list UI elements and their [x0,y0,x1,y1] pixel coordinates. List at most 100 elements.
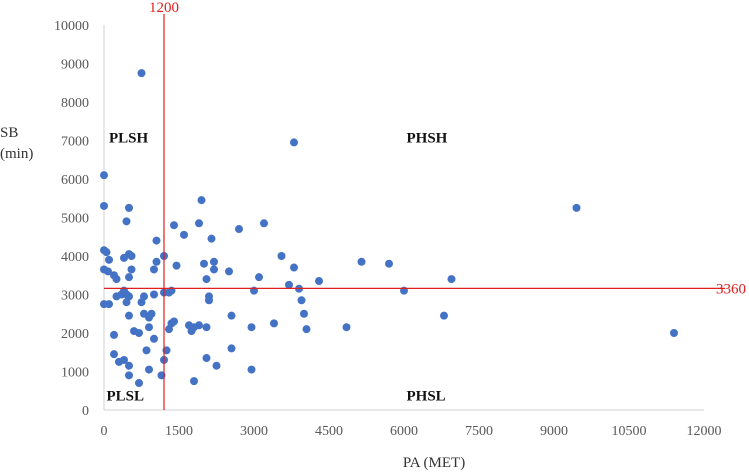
data-point [147,309,156,318]
data-point [227,311,236,320]
data-point [150,334,158,343]
data-point [235,225,243,234]
data-point [135,329,143,337]
data-point [125,203,133,212]
data-point [255,273,263,282]
x-tick-label: 3000 [240,424,268,439]
data-point [385,259,393,268]
data-point [302,325,311,334]
y-tick-label: 4000 [61,250,89,265]
y-tick-label: 0 [82,404,89,419]
data-point [110,330,118,339]
data-point [247,365,256,374]
data-point [145,365,153,374]
data-point [187,327,196,336]
data-point [152,236,161,245]
data-point [195,219,203,228]
data-point [572,203,581,212]
y-tick-label: 3000 [61,289,89,304]
data-point [342,323,351,332]
x-tick-label: 6000 [390,424,418,439]
y-tick-label: 10000 [54,19,89,34]
vertical-reference-label: 1200 [149,0,179,16]
data-point [260,219,268,228]
x-tick-label: 10500 [612,424,647,439]
data-point [202,323,211,332]
data-point [150,265,158,274]
y-tick-label: 2000 [61,327,89,342]
data-point [122,298,131,307]
data-point [440,311,448,320]
data-point [152,257,161,266]
data-point [247,323,256,332]
y-axis-title-line: (min) [0,146,33,162]
data-point [145,323,153,332]
data-point [125,273,133,282]
data-point [205,296,213,305]
data-point [225,267,233,276]
data-point [122,217,131,226]
x-axis-title: PA (MET) [403,455,465,471]
y-tick-label: 5000 [61,212,89,227]
quadrant-label: PLSL [107,388,145,404]
quadrant-label: PLSH [109,130,149,146]
data-point [180,230,188,239]
data-point [110,350,118,359]
data-point [102,248,111,257]
data-point [290,263,298,272]
data-point [197,196,206,205]
data-point [170,221,178,230]
data-point [300,309,308,318]
x-tick-label: 12000 [687,424,722,439]
y-tick-label: 9000 [61,58,89,73]
data-point [277,252,286,260]
data-point [212,361,221,370]
data-point [104,267,112,276]
data-points [100,69,678,388]
data-point [137,69,146,78]
data-point [125,361,133,370]
data-point [112,275,121,284]
x-tick-label: 9000 [540,424,568,439]
horizontal-reference-label: 3360 [716,281,746,297]
data-point [135,379,143,388]
data-point [142,346,151,355]
data-point [100,171,108,180]
data-point [190,377,198,386]
data-point [105,255,113,264]
y-tick-label: 1000 [61,366,89,381]
y-tick-label: 7000 [61,135,89,150]
data-point [172,261,181,270]
data-point [210,257,218,266]
y-axis-title-line: SB [0,125,18,141]
data-point [200,259,208,268]
data-point [127,265,136,274]
y-tick-label: 8000 [61,96,89,111]
x-tick-label: 0 [101,424,108,439]
data-point [115,357,123,366]
data-point [270,319,278,328]
data-point [210,265,218,274]
axes: 0 1500 3000 4500 6000 7500 9000 10500 12000 0 1000… [54,19,722,439]
data-point [195,321,203,330]
chart-labels: PA (MET) SB (min) PLSH PHSH PLSL PHSL [0,125,465,471]
data-point [202,354,211,363]
data-point [357,257,366,266]
data-point [202,275,211,284]
data-point [297,296,306,305]
x-tick-label: 7500 [465,424,493,439]
data-point [227,344,236,353]
x-tick-label: 1500 [165,424,193,439]
data-point [125,311,133,320]
y-tick-label: 6000 [61,173,89,188]
data-point [447,275,456,284]
data-point [125,371,133,380]
data-point [285,280,293,289]
quadrant-label: PHSL [407,388,446,404]
data-point [167,319,176,328]
quadrant-label: PHSH [407,130,448,146]
data-point [290,138,298,147]
data-point [150,290,158,299]
data-point [105,300,113,309]
